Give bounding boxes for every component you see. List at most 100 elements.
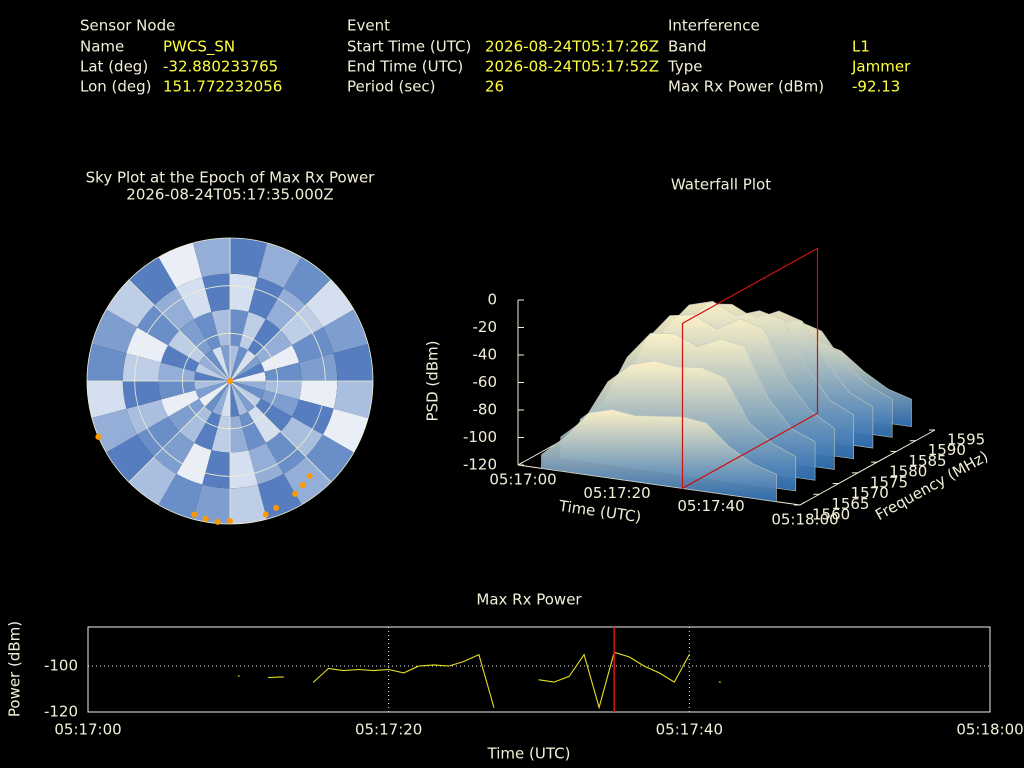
sky-cell	[195, 363, 230, 381]
sky-cell	[128, 456, 177, 505]
sky-cell	[199, 355, 230, 381]
x-tick-label: 05:18:00	[956, 721, 1023, 739]
sky-cell	[230, 450, 258, 489]
sky-cell	[291, 399, 334, 435]
satellite-point	[202, 515, 209, 522]
sky-cell	[230, 309, 249, 347]
power-line	[237, 651, 721, 710]
sky-cell	[280, 305, 323, 346]
section-title: Sensor Node	[80, 17, 175, 35]
z-axis-label: PSD (dBm)	[424, 340, 442, 421]
sky-cell	[291, 327, 334, 363]
x-tick-label: 05:17:00	[489, 471, 556, 489]
sky-cell	[255, 398, 292, 432]
sky-cell	[247, 406, 281, 443]
sky-cell	[305, 279, 354, 328]
sky-cell	[257, 242, 302, 289]
y-tick-label: 1585	[908, 452, 946, 470]
field-label: Type	[667, 58, 702, 76]
z-tick-label: -60	[473, 373, 498, 391]
sky-cell	[265, 431, 306, 474]
sky-cell	[247, 319, 281, 356]
sky-cell	[239, 311, 266, 350]
sky-cell	[87, 344, 127, 381]
sky-cell	[137, 416, 180, 457]
field-label: Lon (deg)	[80, 78, 152, 96]
satellite-point	[227, 378, 233, 384]
sky-cell	[333, 381, 373, 418]
satellite-point	[191, 511, 198, 518]
satellite-point	[273, 504, 280, 511]
sky-cell	[202, 450, 230, 489]
sky-cell	[299, 381, 338, 409]
sky-cell	[299, 353, 338, 381]
satellite-point	[214, 518, 221, 525]
chart-subtitle: 2026-08-24T05:17:35.000Z	[126, 186, 333, 204]
sky-cell	[230, 345, 240, 381]
satellite-point	[262, 511, 269, 518]
field-label: End Time (UTC)	[347, 58, 463, 76]
field-label: Max Rx Power (dBm)	[668, 78, 824, 96]
sky-cell	[193, 238, 230, 278]
field-value: PWCS_SN	[163, 38, 235, 57]
field-value: 2026-08-24T05:17:26Z	[485, 38, 659, 56]
sky-cell	[305, 434, 354, 483]
y-tick-label: 1575	[870, 473, 908, 491]
psd-slice	[541, 409, 777, 503]
sky-cell	[265, 288, 306, 331]
field-label: Start Time (UTC)	[347, 38, 471, 56]
sky-cell	[193, 484, 230, 524]
sky-cell	[176, 442, 212, 485]
section-title: Interference	[668, 17, 760, 35]
chart-title: Waterfall Plot	[671, 176, 771, 194]
sky-cell	[176, 277, 212, 320]
sky-cell	[230, 350, 256, 381]
satellite-point	[299, 482, 306, 489]
sky-cell	[91, 408, 138, 453]
axis-line	[799, 429, 936, 506]
sky-cell	[160, 345, 199, 372]
x-tick	[517, 461, 524, 466]
y-axis-label: Power (dBm)	[6, 621, 24, 717]
sky-cell	[220, 345, 230, 381]
field-value: 151.772232056	[163, 78, 282, 96]
section-title: Event	[347, 17, 390, 35]
sky-cell	[264, 362, 302, 381]
satellite-point	[292, 490, 299, 497]
x-tick-label: 05:17:20	[583, 484, 650, 502]
z-tick-label: -20	[473, 318, 498, 336]
sky-cell	[179, 319, 213, 356]
sky-cell	[204, 350, 230, 381]
sky-cell	[158, 381, 196, 400]
field-value: 2026-08-24T05:17:52Z	[485, 58, 659, 76]
field-label: Name	[80, 38, 124, 56]
satellite-point	[227, 517, 233, 524]
sky-cell	[202, 273, 230, 312]
x-tick-label: 05:17:00	[54, 721, 121, 739]
field-label: Band	[668, 38, 707, 56]
sky-cell	[261, 390, 300, 417]
sky-cell	[179, 406, 213, 443]
sky-cell	[194, 412, 221, 451]
sky-cell	[230, 484, 267, 524]
sky-cell	[230, 381, 265, 399]
azimuth-spoke	[229, 279, 332, 382]
sky-cell	[230, 415, 249, 453]
sky-cell	[230, 381, 256, 412]
x-axis-label: Time (UTC)	[487, 745, 571, 763]
chart-title: Max Rx Power	[476, 591, 582, 609]
sky-cell	[126, 327, 169, 363]
sky-cell	[168, 398, 205, 432]
sky-cell	[230, 273, 258, 312]
sky-cell	[248, 277, 284, 320]
x-tick	[799, 501, 806, 506]
y-tick-label: 1570	[851, 484, 889, 502]
sky-cell	[322, 309, 369, 354]
z-tick-label: 0	[487, 291, 497, 309]
field-value: 26	[485, 78, 504, 96]
sky-cell	[122, 381, 161, 409]
field-value: -32.880233765	[163, 58, 278, 76]
field-label: Period (sec)	[347, 78, 436, 96]
